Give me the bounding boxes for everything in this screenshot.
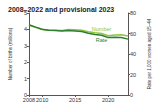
svg-text:20: 20 xyxy=(130,72,136,78)
svg-text:Rate: Rate xyxy=(96,37,108,43)
svg-text:Number: Number xyxy=(92,26,112,32)
svg-text:80: 80 xyxy=(130,10,136,16)
svg-text:2010: 2010 xyxy=(36,97,48,103)
svg-text:40: 40 xyxy=(130,51,136,57)
svg-text:2008: 2008 xyxy=(23,97,35,103)
svg-text:60: 60 xyxy=(130,31,136,37)
svg-text:2015: 2015 xyxy=(69,97,81,103)
svg-text:0: 0 xyxy=(23,92,27,98)
svg-text:Number of births (millions): Number of births (millions) xyxy=(8,27,13,80)
svg-text:2020: 2020 xyxy=(102,97,114,103)
svg-text:2008–2022 and provisional 2023: 2008–2022 and provisional 2023 xyxy=(8,6,114,14)
svg-text:4: 4 xyxy=(24,26,27,32)
svg-text:2: 2 xyxy=(24,59,27,65)
svg-text:5: 5 xyxy=(23,10,27,16)
svg-text:3: 3 xyxy=(24,43,27,49)
svg-text:Rate per 1,000 women aged 15–4: Rate per 1,000 women aged 15–44 xyxy=(147,18,152,89)
svg-text:0: 0 xyxy=(130,92,133,98)
svg-text:1: 1 xyxy=(24,76,27,82)
